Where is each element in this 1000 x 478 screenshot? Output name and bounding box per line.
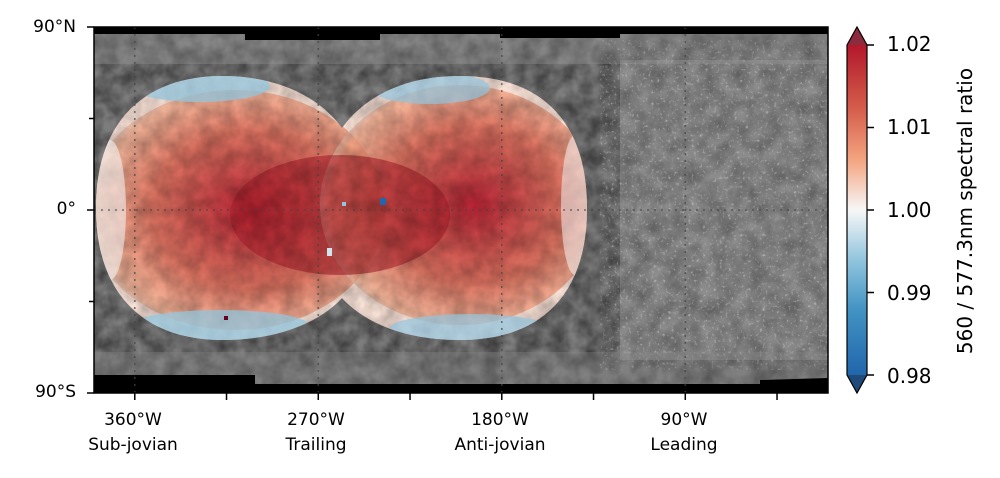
overlay-white-pixel-2 [342,202,346,206]
overlay-pale-east-edge [561,135,587,275]
x-tick-label-270: 270°W Trailing [246,408,386,458]
colorbar-extend-low [847,375,867,393]
x-tick-region: Sub-jovian [88,435,178,455]
basemap-top-band [94,34,828,64]
y-tick-label-north: 90°N [33,17,76,37]
x-tick-label-90: 90°W Leading [614,408,754,458]
mosaic-notch-bottom [94,375,828,393]
spectral-ratio-overlay [96,76,587,340]
colorbar-tick-label: 1.01 [887,115,932,139]
overlay-red-pixel [224,316,228,320]
gridlines [94,27,828,393]
basemap-bright-specks [600,40,828,370]
x-tick-region: Anti-jovian [454,435,546,455]
colorbar-gradient [847,45,867,375]
x-tick-label-360: 360°W Sub-jovian [63,408,203,458]
y-tick-label-equator: 0° [56,199,76,219]
x-tick-label-180: 180°W Anti-jovian [430,408,570,458]
mosaic-notch-top [245,27,620,40]
colorbar-tick-label: 1.00 [887,198,932,222]
colorbar-extend-high [847,27,867,45]
x-tick-longitude: 90°W [660,410,708,430]
x-tick-region: Leading [650,435,718,455]
overlay-white-pixel [327,248,332,256]
colorbar-label: 560 / 577.3nm spectral ratio [953,67,977,355]
colorbar [846,25,874,395]
colorbar-tick-label: 1.02 [887,32,932,56]
x-tick-longitude: 270°W [287,410,345,430]
colorbar-tick-label: 0.98 [887,364,932,388]
x-tick-region: Trailing [285,435,347,455]
colorbar-tick-label: 0.99 [887,281,932,305]
axis-ticks [87,26,778,400]
map-axes [94,27,828,393]
overlay-blue-pixel [380,198,386,205]
x-tick-longitude: 360°W [104,410,162,430]
colorbar-ticks [867,44,874,376]
y-tick-label-south: 90°S [35,382,76,402]
x-tick-longitude: 180°W [471,410,529,430]
